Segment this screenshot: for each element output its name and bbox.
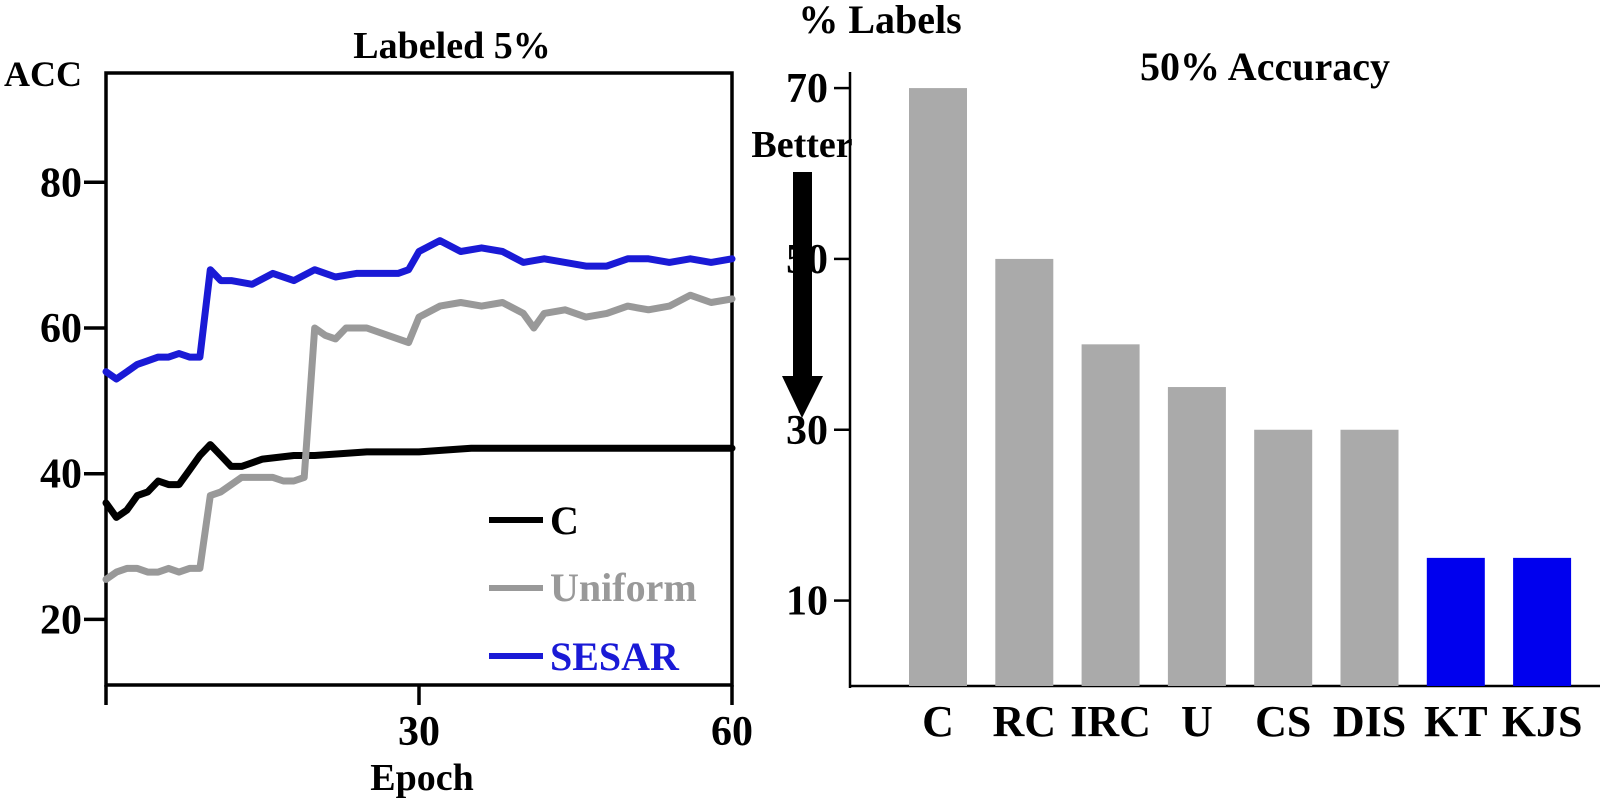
bar-u — [1167, 387, 1226, 686]
bar-chart-category-label: IRC — [1070, 697, 1151, 746]
bar-kt — [1426, 557, 1485, 686]
legend-label-uniform: Uniform — [550, 565, 697, 610]
legend-label-sesar: SESAR — [550, 634, 680, 679]
better-arrow — [782, 172, 823, 418]
line-chart-y-tick-label: 80 — [40, 160, 82, 206]
line-chart-x-axis-label: Epoch — [370, 757, 473, 799]
line-chart-x-tick-label: 60 — [711, 709, 753, 755]
bar-chart-category-label: RC — [993, 697, 1057, 746]
bar-chart-category-label: CS — [1255, 697, 1311, 746]
better-arrow-head — [782, 376, 823, 418]
line-chart-y-ticks: 20 40 60 80 — [40, 160, 106, 643]
line-chart-x-ticks: 30 60 — [104, 685, 753, 755]
legend-entry-sesar: SESAR — [489, 634, 680, 679]
bar-irc — [1081, 344, 1140, 686]
line-chart-x-tick-label: 30 — [398, 709, 440, 755]
better-arrow-shaft — [793, 172, 812, 377]
line-chart-series — [102, 237, 736, 583]
line-chart-title: Labeled 5% — [353, 25, 550, 67]
bar-dis — [1340, 429, 1399, 686]
bar-chart-y-tick-label: 50 — [786, 237, 828, 283]
bar-rc — [995, 258, 1054, 686]
legend-entry-c: C — [489, 498, 579, 543]
series-line-sesar — [102, 237, 736, 383]
better-annotation: Better — [751, 124, 852, 166]
bar-chart-category-labels: C RC IRC U CS DIS KT KJS — [922, 697, 1582, 746]
line-chart-y-axis-label: ACC — [4, 54, 82, 94]
bar-chart-category-label: C — [922, 697, 954, 746]
line-chart-y-tick-label: 40 — [40, 452, 82, 498]
bar-chart-bars — [909, 88, 1572, 687]
bar-cs — [1254, 429, 1313, 686]
bar-chart-y-tick-label: 30 — [786, 408, 828, 454]
bar-chart-y-tick-label: 70 — [786, 66, 828, 112]
bar-chart-y-ticks: 10 30 50 70 — [786, 66, 850, 625]
bar-chart-y-axis-label: % Labels — [798, 0, 961, 42]
series-line-c — [102, 441, 736, 521]
bar-chart-y-tick-label: 10 — [786, 579, 828, 625]
legend-label-c: C — [550, 498, 579, 543]
bar-chart-category-label: KT — [1424, 697, 1488, 746]
bar-kjs — [1513, 557, 1572, 686]
series-line-uniform — [102, 291, 736, 583]
bar-chart-category-label: DIS — [1333, 697, 1406, 746]
line-chart-y-tick-label: 20 — [40, 597, 82, 643]
legend-entry-uniform: Uniform — [489, 565, 697, 610]
bar-chart-category-label: KJS — [1502, 697, 1583, 746]
line-chart-legend: C Uniform SESAR — [489, 498, 697, 679]
line-chart: Labeled 5% ACC Epoch 20 40 60 80 30 60 C Uni… — [4, 25, 753, 799]
line-chart-y-tick-label: 60 — [40, 306, 82, 352]
bar-chart-title: 50% Accuracy — [1140, 44, 1390, 89]
bar-chart-category-label: U — [1181, 697, 1213, 746]
bar-c — [909, 88, 967, 687]
